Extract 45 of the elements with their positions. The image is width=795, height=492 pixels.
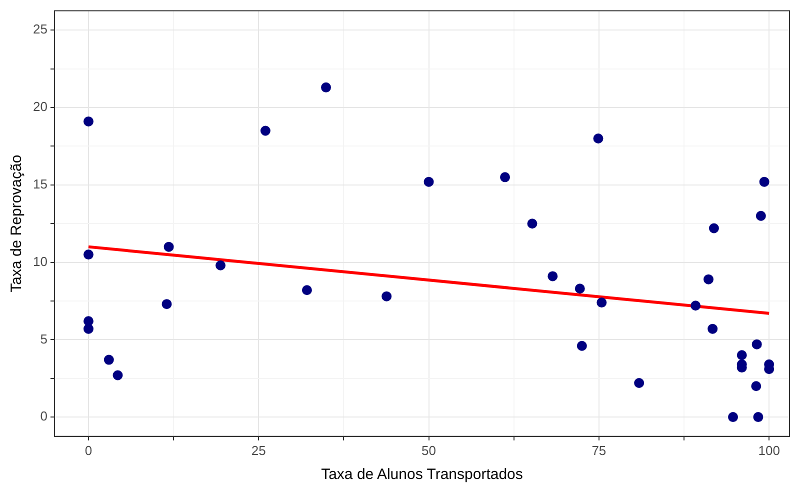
point — [752, 339, 762, 350]
y-tick-label: 15 — [32, 176, 48, 192]
x-tick-label: 0 — [84, 442, 92, 458]
point — [302, 285, 312, 296]
point — [548, 271, 558, 282]
point — [83, 116, 94, 126]
y-tick-label: 25 — [32, 22, 48, 37]
point — [112, 370, 123, 380]
x-tick-label: 100 — [758, 442, 780, 458]
x-tick-label: 75 — [592, 442, 606, 458]
x-tick-label: 50 — [422, 442, 436, 458]
point — [83, 250, 94, 260]
point — [382, 291, 392, 302]
x-axis-title: Taxa de Alunos Transportados — [321, 466, 523, 484]
y-tick-label: 20 — [32, 99, 48, 114]
point — [728, 412, 738, 422]
point — [708, 223, 719, 234]
point — [321, 82, 332, 92]
y-tick-label: 10 — [32, 254, 48, 269]
point — [83, 324, 94, 334]
point — [690, 300, 701, 311]
point — [593, 133, 604, 144]
point — [753, 412, 764, 422]
point — [576, 340, 587, 351]
y-tick-label: 0 — [40, 408, 48, 424]
point — [424, 176, 434, 187]
point — [704, 274, 714, 284]
point — [162, 299, 172, 310]
point — [500, 172, 510, 182]
y-tick-label: 5 — [40, 331, 48, 346]
point — [759, 176, 770, 187]
point — [751, 381, 762, 392]
point — [260, 126, 270, 136]
point — [708, 324, 718, 334]
point — [574, 284, 585, 294]
point — [104, 354, 114, 365]
y-axis-title: Taxa de Reprovação — [8, 154, 26, 292]
point — [164, 242, 174, 252]
point — [634, 378, 644, 388]
point — [736, 350, 747, 360]
point — [596, 298, 607, 308]
point — [216, 260, 226, 270]
point — [527, 218, 538, 229]
point — [756, 210, 766, 221]
x-tick-label: 25 — [251, 442, 266, 458]
